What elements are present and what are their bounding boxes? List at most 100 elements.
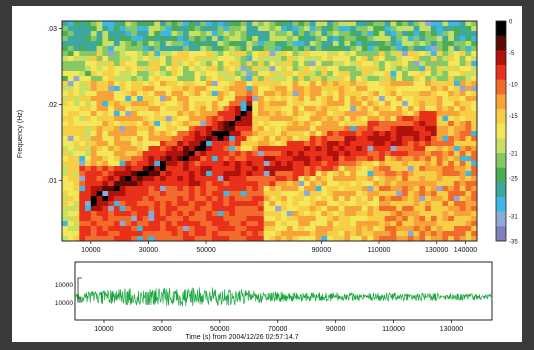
heatmap-cell bbox=[344, 231, 351, 237]
heatmap-cell bbox=[355, 96, 363, 102]
heatmap-cell bbox=[183, 186, 190, 192]
heatmap-cell bbox=[309, 201, 317, 207]
heatmap-cell bbox=[223, 226, 230, 232]
heatmap-cell bbox=[90, 171, 97, 177]
heatmap-cell bbox=[419, 31, 426, 37]
heatmap-cell bbox=[119, 231, 126, 237]
heatmap-cell bbox=[257, 66, 265, 72]
heatmap-cell bbox=[96, 131, 103, 137]
heatmap-cell bbox=[332, 76, 340, 82]
heatmap-cell bbox=[390, 71, 397, 77]
heatmap-cell bbox=[194, 141, 201, 147]
heatmap-cell bbox=[67, 221, 74, 227]
heatmap-cell bbox=[85, 211, 92, 217]
heatmap-cell bbox=[453, 51, 461, 57]
heatmap-cell bbox=[407, 81, 414, 87]
heatmap-cell bbox=[73, 196, 80, 202]
heatmap-cell bbox=[402, 106, 409, 112]
heatmap-cell bbox=[159, 116, 167, 122]
heatmap-cell bbox=[298, 196, 305, 202]
heatmap-cell bbox=[286, 191, 293, 197]
heatmap-cell bbox=[292, 141, 299, 147]
heatmap-cell bbox=[453, 101, 461, 107]
heatmap-cell bbox=[234, 56, 242, 62]
heatmap-cell bbox=[436, 31, 443, 37]
heatmap-cell bbox=[332, 36, 340, 42]
heatmap-cell bbox=[442, 76, 449, 82]
heatmap-cell bbox=[459, 146, 466, 152]
heatmap-cell bbox=[257, 31, 265, 37]
heatmap-cell bbox=[304, 76, 311, 82]
heatmap-cell bbox=[442, 211, 449, 217]
heatmap-cell bbox=[269, 191, 276, 197]
heatmap-cell bbox=[361, 21, 368, 27]
heatmap-cell bbox=[200, 176, 207, 182]
heatmap-cell bbox=[211, 51, 219, 57]
heatmap-cell bbox=[165, 181, 172, 187]
heatmap-cell bbox=[332, 31, 340, 37]
heatmap-cell bbox=[154, 236, 161, 242]
heatmap-cell bbox=[361, 61, 368, 67]
heatmap-cell bbox=[361, 216, 368, 222]
heatmap-cell bbox=[206, 111, 213, 117]
heatmap-cell bbox=[165, 236, 172, 242]
heatmap-cell bbox=[217, 191, 224, 197]
heatmap-cell bbox=[292, 186, 299, 192]
heatmap-cell bbox=[390, 21, 397, 27]
heatmap-cell bbox=[177, 101, 184, 107]
heatmap-cell bbox=[85, 121, 92, 127]
heatmap-cell bbox=[281, 126, 288, 132]
heatmap-cell bbox=[361, 171, 368, 177]
heatmap-cell bbox=[350, 131, 357, 137]
heatmap-cell bbox=[154, 131, 161, 137]
heatmap-cell bbox=[194, 146, 201, 152]
heatmap-cell bbox=[62, 36, 69, 42]
heatmap-cell bbox=[309, 106, 317, 112]
heatmap-cell bbox=[96, 211, 103, 217]
heatmap-cell bbox=[430, 236, 438, 242]
heatmap-cell bbox=[425, 231, 432, 237]
heatmap-cell bbox=[384, 201, 391, 207]
heatmap-cell bbox=[465, 51, 472, 57]
heatmap-cell bbox=[384, 41, 391, 47]
heatmap-cell bbox=[367, 186, 374, 192]
heatmap-cell bbox=[275, 96, 282, 102]
heatmap-cell bbox=[442, 166, 449, 172]
heatmap-cell bbox=[240, 96, 247, 102]
heatmap-cell bbox=[177, 51, 184, 57]
heatmap-cell bbox=[413, 71, 420, 77]
heatmap-cell bbox=[304, 211, 311, 217]
heatmap-cell bbox=[108, 226, 115, 232]
heatmap-cell bbox=[390, 231, 397, 237]
heatmap-cell bbox=[396, 96, 403, 102]
heatmap-cell bbox=[448, 131, 455, 137]
heatmap-cell bbox=[275, 191, 282, 197]
heatmap-cell bbox=[234, 216, 242, 222]
heatmap-cell bbox=[390, 121, 397, 127]
heatmap-cell bbox=[102, 61, 109, 67]
heatmap-cell bbox=[321, 86, 328, 92]
heatmap-cell bbox=[286, 206, 293, 212]
heatmap-cell bbox=[379, 56, 386, 62]
heatmap-cell bbox=[125, 116, 132, 122]
heatmap-cell bbox=[298, 76, 305, 82]
heatmap-cell bbox=[159, 121, 167, 127]
heatmap-cell bbox=[165, 176, 172, 182]
heatmap-cell bbox=[390, 51, 397, 57]
heatmap-cell bbox=[223, 86, 230, 92]
heatmap-cell bbox=[125, 96, 132, 102]
heatmap-cell bbox=[125, 176, 132, 182]
heatmap-cell bbox=[373, 46, 380, 52]
heatmap-cell bbox=[125, 226, 132, 232]
heatmap-cell bbox=[292, 201, 299, 207]
heatmap-cell bbox=[223, 46, 230, 52]
heatmap-cell bbox=[154, 186, 161, 192]
heatmap-cell bbox=[85, 111, 92, 117]
heatmap-cell bbox=[344, 211, 351, 217]
heatmap-cell bbox=[436, 26, 443, 32]
heatmap-cell bbox=[131, 76, 138, 82]
heatmap-cell bbox=[442, 216, 449, 222]
heatmap-cell bbox=[275, 81, 282, 87]
heatmap-cell bbox=[390, 141, 397, 147]
heatmap-cell bbox=[125, 126, 132, 132]
